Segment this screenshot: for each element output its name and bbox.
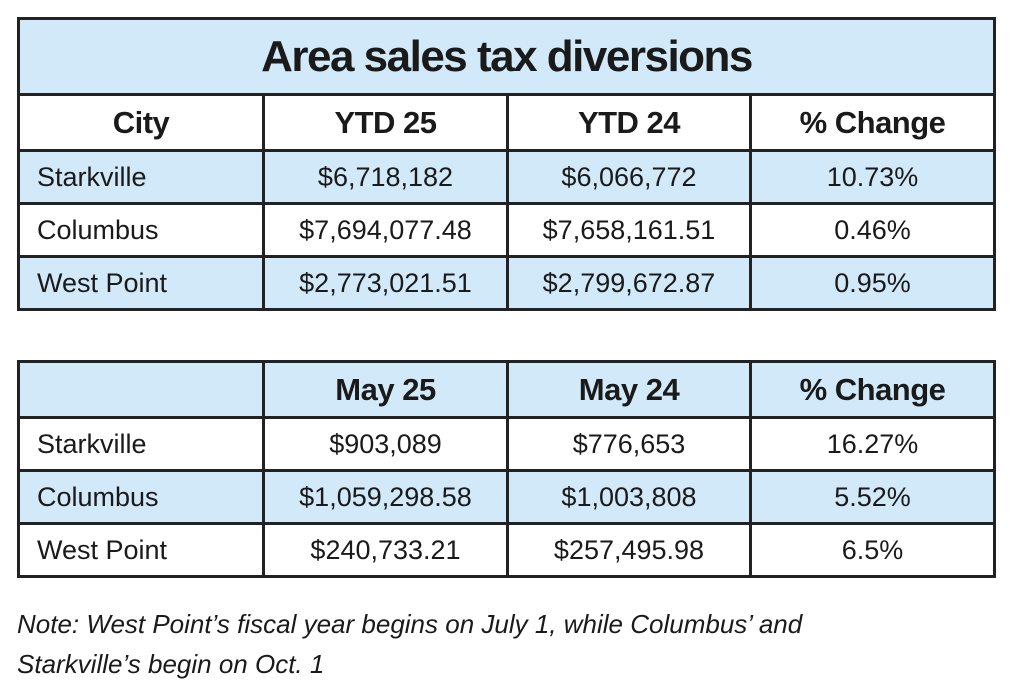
value-cell: $7,658,161.51	[506, 202, 752, 258]
header-cell: City	[17, 93, 265, 152]
header-cell: % Change	[749, 360, 996, 419]
header-cell: YTD 25	[262, 93, 509, 152]
data-row: Starkville $903,089 $776,653 16.27%	[17, 416, 996, 472]
city-cell: West Point	[17, 522, 265, 578]
value-cell: $6,718,182	[262, 149, 509, 205]
header-cell: May 24	[506, 360, 752, 419]
data-row: Columbus $7,694,077.48 $7,658,161.51 0.46%	[17, 202, 996, 258]
value-cell: $903,089	[262, 416, 509, 472]
header-cell: % Change	[749, 93, 996, 152]
city-cell: Starkville	[17, 149, 265, 205]
header-cell	[17, 360, 265, 419]
value-cell: $1,003,808	[506, 469, 752, 525]
city-cell: Columbus	[17, 469, 265, 525]
value-cell: $776,653	[506, 416, 752, 472]
header-cell: YTD 24	[506, 93, 752, 152]
value-cell: $257,495.98	[506, 522, 752, 578]
value-cell: 6.5%	[749, 522, 996, 578]
note-line: Note: West Point’s fiscal year begins on…	[17, 609, 803, 639]
table-body: Area sales tax diversions City YTD 25 YTD 2…	[17, 17, 996, 311]
table-body: May 25 May 24% Change Starkville $903,089 $7…	[17, 360, 996, 578]
city-cell: Columbus	[17, 202, 265, 258]
monthly-table: May 25 May 24% Change Starkville $903,089 $7…	[17, 360, 996, 578]
city-cell: Starkville	[17, 416, 265, 472]
value-cell: 16.27%	[749, 416, 996, 472]
data-row: Columbus $1,059,298.58 $1,003,808 5.52%	[17, 469, 996, 525]
value-cell: $2,773,021.51	[262, 255, 509, 311]
value-cell: $2,799,672.87	[506, 255, 752, 311]
value-cell: $7,694,077.48	[262, 202, 509, 258]
value-cell: $240,733.21	[262, 522, 509, 578]
value-cell: $1,059,298.58	[262, 469, 509, 525]
header-row: May 25 May 24% Change	[17, 360, 996, 419]
value-cell: 0.46%	[749, 202, 996, 258]
ytd-table: Area sales tax diversions City YTD 25 YTD 2…	[17, 17, 996, 311]
table-title: Area sales tax diversions	[17, 17, 996, 96]
value-cell: $6,066,772	[506, 149, 752, 205]
value-cell: 0.95%	[749, 255, 996, 311]
city-cell: West Point	[17, 255, 265, 311]
header-cell: May 25	[262, 360, 509, 419]
note: Note: West Point’s fiscal year begins on…	[17, 604, 802, 684]
header-row: City YTD 25 YTD 24% Change	[17, 93, 996, 152]
data-row: West Point $2,773,021.51 $2,799,672.87 0.95…	[17, 255, 996, 311]
data-row: Starkville $6,718,182 $6,066,772 10.73%	[17, 149, 996, 205]
value-cell: 10.73%	[749, 149, 996, 205]
data-row: West Point $240,733.21 $257,495.98 6.5%	[17, 522, 996, 578]
value-cell: 5.52%	[749, 469, 996, 525]
title-row: Area sales tax diversions	[17, 17, 996, 96]
note-line: Starkville’s begin on Oct. 1	[17, 649, 325, 679]
